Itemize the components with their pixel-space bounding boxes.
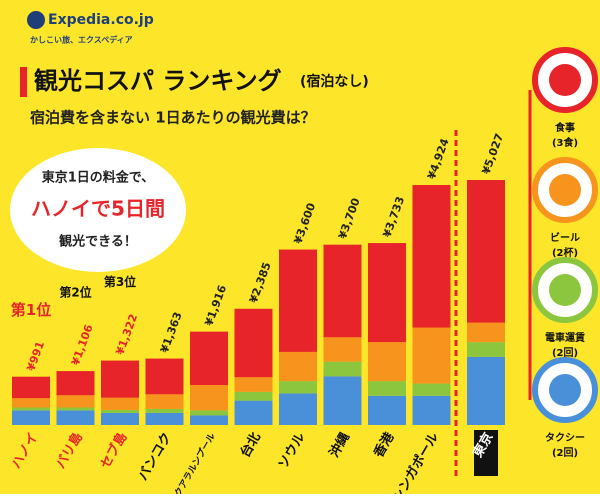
legend-detail: (2杯) xyxy=(552,246,578,259)
bar-segment xyxy=(234,308,273,378)
bar-segment xyxy=(190,415,228,425)
bar-segment xyxy=(190,385,228,411)
bar-segment xyxy=(467,180,505,323)
legend-swatch xyxy=(549,174,581,206)
bar-segment xyxy=(145,408,184,413)
logo-icon xyxy=(27,11,45,29)
callout-highlight: ハノイで5日間 xyxy=(31,197,165,221)
bar-segment xyxy=(279,351,317,382)
legend-swatch xyxy=(549,64,581,96)
bar-segment xyxy=(412,395,451,425)
bar-segment xyxy=(12,376,50,399)
bar-segment xyxy=(101,409,139,413)
tokyo-label-box xyxy=(474,430,498,476)
callout-bubble xyxy=(10,148,186,272)
bar-segment xyxy=(412,327,451,384)
bar-segment xyxy=(234,400,273,425)
subtitle: 宿泊費を含まない 1日あたりの観光費は？ xyxy=(30,109,316,127)
callout-line: 東京1日の料金で、 xyxy=(42,170,155,186)
legend-label: 食事 xyxy=(554,121,575,134)
bar-segment xyxy=(145,394,184,409)
bar-segment xyxy=(234,391,273,401)
legend-swatch xyxy=(549,374,581,406)
legend-label: ビール xyxy=(550,231,580,244)
bar-segment xyxy=(12,398,50,408)
bar-segment xyxy=(412,185,451,328)
logo-tagline: かしこい旅、エクスペディア xyxy=(30,35,133,45)
bar-segment xyxy=(12,410,50,425)
bar-segment xyxy=(101,412,139,425)
bar-segment xyxy=(323,337,362,362)
bar-segment xyxy=(12,407,50,411)
bar-segment xyxy=(190,410,228,416)
bar-segment xyxy=(56,410,95,425)
bar-segment xyxy=(145,358,184,395)
bar-segment xyxy=(101,360,139,398)
bar-segment xyxy=(467,322,505,343)
bar-segment xyxy=(56,407,95,411)
chart-title: 観光コスパ ランキング xyxy=(34,67,282,95)
rank-label: 第1位 xyxy=(11,301,51,319)
bar-segment xyxy=(323,244,362,338)
legend-detail: (3食) xyxy=(552,136,578,149)
bar-segment xyxy=(279,249,317,352)
bar-segment xyxy=(368,342,406,382)
bar-segment xyxy=(323,376,362,425)
bar-segment xyxy=(145,412,184,425)
legend-swatch xyxy=(549,274,581,306)
bar-segment xyxy=(101,397,139,410)
bar-segment xyxy=(234,377,273,392)
bar-segment xyxy=(412,383,451,396)
legend-detail: (2回) xyxy=(552,447,578,459)
bar-segment xyxy=(190,331,228,386)
rank-label: 第3位 xyxy=(104,274,136,289)
logo-brand: Expedia.co.jp xyxy=(48,12,154,28)
bar-segment xyxy=(279,393,317,425)
bar-segment xyxy=(56,395,95,408)
bar-segment xyxy=(368,381,406,396)
title-note: (宿泊なし) xyxy=(300,73,369,90)
bar-segment xyxy=(368,395,406,425)
callout-line: 観光できる！ xyxy=(58,234,137,250)
bar-segment xyxy=(56,371,95,396)
bar-segment xyxy=(467,356,505,425)
legend-label: 電車運賃 xyxy=(545,331,585,344)
title-marker xyxy=(20,67,27,97)
legend-label: タクシー xyxy=(545,432,585,444)
legend-detail: (2回) xyxy=(552,347,578,359)
bar-segment xyxy=(467,342,505,357)
bar-segment xyxy=(279,381,317,394)
bar-segment xyxy=(368,243,406,343)
bar-segment xyxy=(323,361,362,377)
rank-label: 第2位 xyxy=(59,285,91,300)
